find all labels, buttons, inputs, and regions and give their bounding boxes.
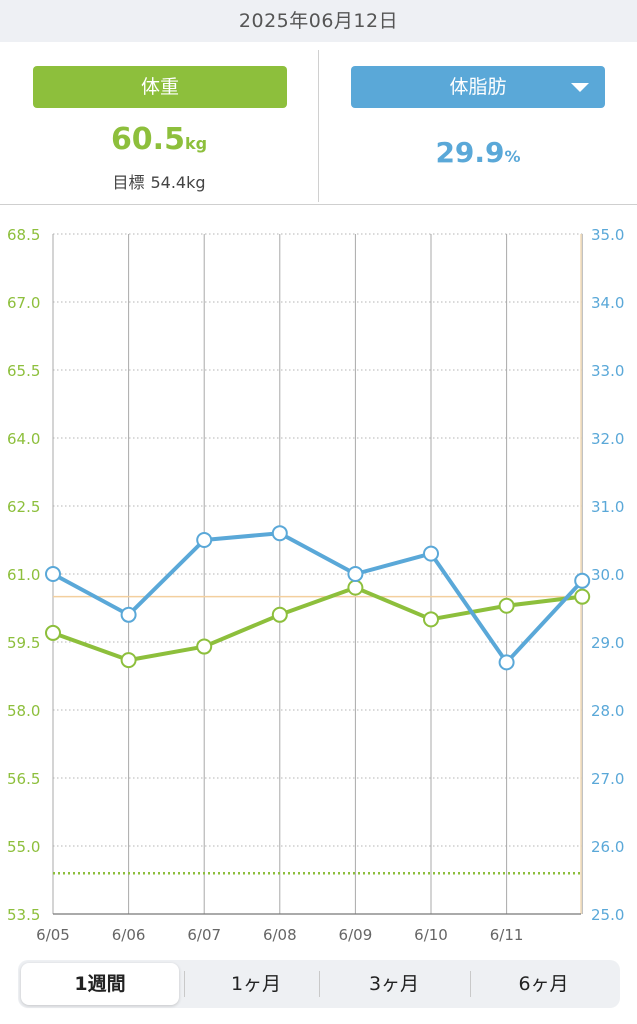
weight-data-point bbox=[498, 597, 515, 614]
segment-separator bbox=[319, 971, 320, 997]
y-left-tick-label: 58.0 bbox=[7, 702, 40, 720]
x-tick-label: 6/08 bbox=[263, 926, 297, 944]
y-left-tick-label: 65.5 bbox=[7, 362, 40, 380]
y-left-tick-label: 55.0 bbox=[7, 838, 40, 856]
x-tick-label: 6/10 bbox=[414, 926, 448, 944]
weight-summary: 体重 60.5kg 目標 54.4kg bbox=[0, 42, 318, 204]
x-tick-label: 6/11 bbox=[490, 926, 524, 944]
bodyfat-data-point bbox=[498, 654, 515, 671]
weight-data-point bbox=[347, 579, 364, 596]
weight-data-point bbox=[423, 611, 439, 628]
weight-series-line bbox=[52, 585, 583, 663]
weight-data-point bbox=[574, 588, 591, 605]
x-tick-label: 6/07 bbox=[187, 926, 221, 944]
period-segmented-control: 1週間 1ヶ月 3ヶ月 6ヶ月 bbox=[18, 960, 620, 1008]
y-right-tick-label: 29.0 bbox=[591, 634, 624, 652]
weight-value: 60.5kg bbox=[110, 122, 208, 157]
x-tick-label: 6/09 bbox=[339, 926, 373, 944]
y-right-tick-label: 31.0 bbox=[591, 498, 624, 516]
weight-data-point bbox=[196, 638, 213, 655]
weight-target: 目標 54.4kg bbox=[112, 173, 206, 192]
y-left-tick-label: 56.5 bbox=[7, 770, 40, 788]
y-right-tick-label: 34.0 bbox=[591, 294, 624, 312]
bodyfat-series-line bbox=[52, 531, 584, 665]
y-right-tick-label: 26.0 bbox=[591, 838, 624, 856]
y-left-tick-label: 61.0 bbox=[7, 566, 40, 584]
y-left-tick-label: 67.0 bbox=[7, 294, 40, 312]
y-right-tick-label: 25.0 bbox=[591, 906, 624, 924]
bodyfat-data-point bbox=[196, 532, 213, 548]
y-left-tick-label: 62.5 bbox=[7, 498, 40, 516]
tab-3-months[interactable]: 3ヶ月 bbox=[368, 973, 420, 995]
x-tick-label: 6/06 bbox=[112, 926, 146, 944]
y-right-tick-label: 33.0 bbox=[591, 362, 624, 380]
y-right-tick-label: 32.0 bbox=[591, 430, 624, 448]
y-right-tick-label: 35.0 bbox=[591, 226, 624, 244]
bodyfat-selector-button[interactable]: 体脂肪 bbox=[351, 66, 605, 108]
weight-label-pill[interactable]: 体重 bbox=[33, 66, 287, 108]
segment-separator bbox=[470, 971, 471, 997]
bodyfat-data-point bbox=[347, 566, 364, 582]
bodyfat-data-point bbox=[574, 572, 591, 589]
y-right-tick-label: 30.0 bbox=[591, 566, 624, 584]
bodyfat-summary: 体脂肪 29.9% bbox=[319, 42, 637, 204]
y-left-tick-label: 68.5 bbox=[7, 226, 40, 244]
tab-6-months[interactable]: 6ヶ月 bbox=[518, 973, 569, 995]
summary-bottom-divider bbox=[0, 204, 637, 205]
bodyfat-data-point bbox=[271, 525, 288, 542]
y-right-tick-label: 28.0 bbox=[591, 702, 624, 720]
weight-data-point bbox=[45, 624, 61, 641]
bodyfat-value: 29.9% bbox=[435, 136, 521, 169]
weight-data-point bbox=[120, 652, 137, 669]
weight-data-point bbox=[271, 606, 288, 623]
dropdown-caret-icon bbox=[571, 83, 589, 92]
y-left-tick-label: 53.5 bbox=[7, 906, 40, 924]
weight-bodyfat-chart: 68.5 35.0 67.0 34.0 65.5 33.0 64.0 32.0 62.5 31.0… bbox=[7, 226, 624, 944]
tab-1-week[interactable]: 1週間 bbox=[21, 963, 179, 1005]
summary-divider bbox=[318, 50, 319, 202]
bodyfat-data-point bbox=[120, 606, 137, 623]
segment-separator bbox=[184, 971, 185, 997]
y-left-tick-label: 64.0 bbox=[7, 430, 40, 448]
x-tick-label: 6/05 bbox=[36, 926, 70, 944]
summary-panel: 体重 60.5kg 目標 54.4kg 体脂肪 29.9% bbox=[0, 42, 637, 204]
y-left-tick-label: 59.5 bbox=[7, 634, 40, 652]
tab-1-month[interactable]: 1ヶ月 bbox=[230, 973, 282, 995]
date-header: 2025年06月12日 bbox=[0, 0, 637, 42]
bodyfat-data-point bbox=[45, 566, 61, 582]
y-right-tick-label: 27.0 bbox=[591, 770, 624, 788]
bodyfat-data-point bbox=[423, 545, 439, 562]
